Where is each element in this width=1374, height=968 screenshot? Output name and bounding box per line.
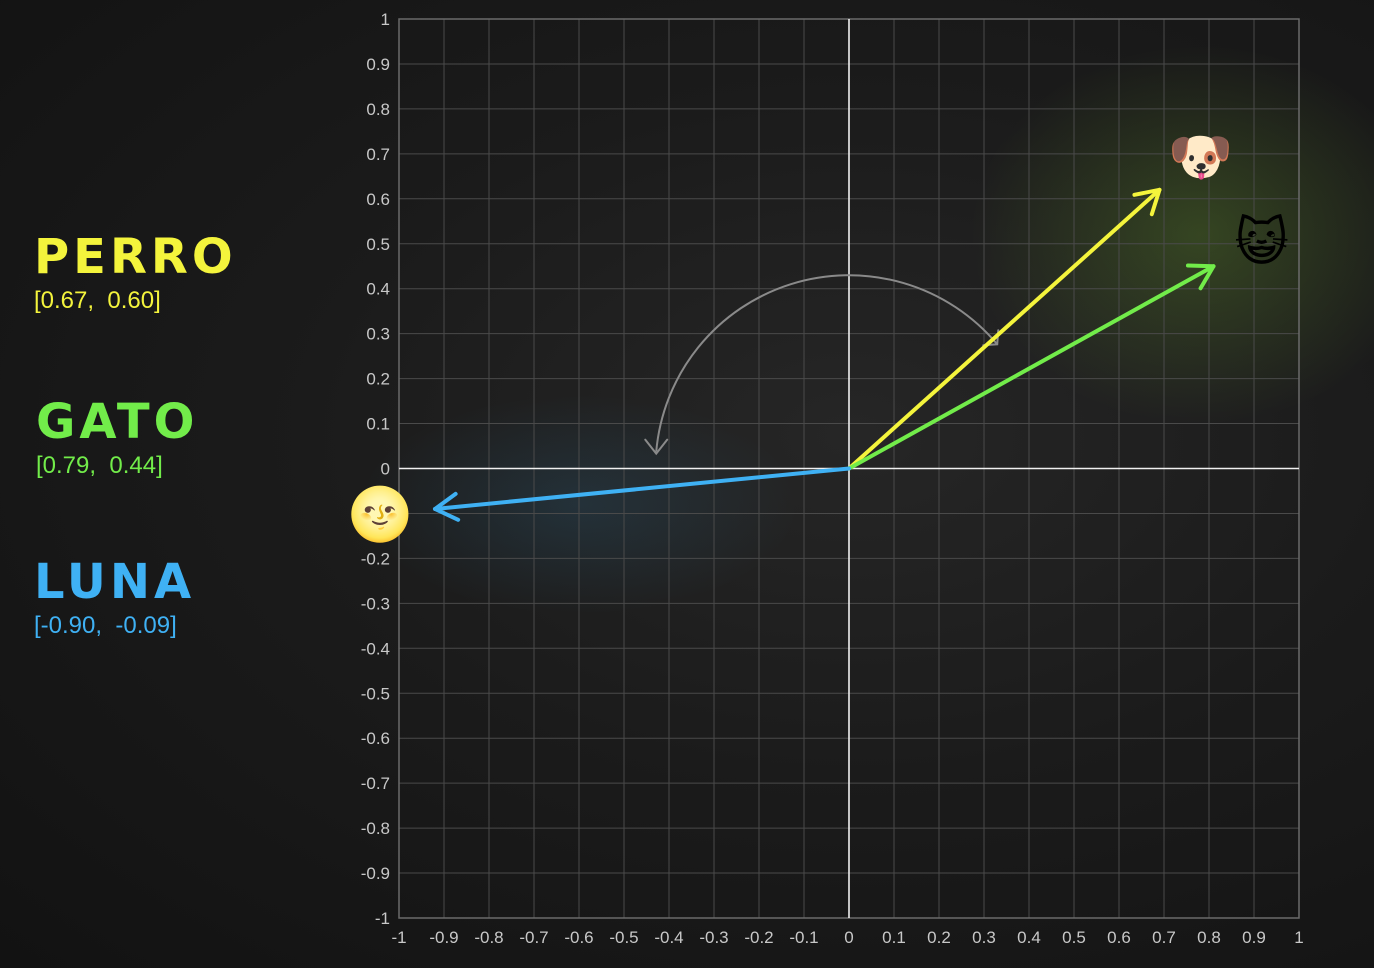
- x-tick-label: 0.2: [927, 928, 951, 947]
- x-tick-label: -0.8: [474, 928, 503, 947]
- cat-face-icon: 😺: [1234, 213, 1288, 273]
- moon-face-icon: 🌝: [348, 484, 413, 545]
- luna-vector: [-0.90, -0.09]: [34, 612, 177, 639]
- dog-face-icon: 🐶: [1168, 127, 1233, 187]
- perro-vector: [0.67, 0.60]: [34, 287, 161, 314]
- y-tick-label: 0.8: [366, 100, 390, 119]
- gato-word: GATO: [36, 394, 199, 450]
- y-tick-label: 0: [381, 460, 390, 479]
- y-tick-label: 0.6: [366, 190, 390, 209]
- x-tick-label: -0.9: [429, 928, 458, 947]
- x-tick-label: -1: [391, 928, 406, 947]
- gato-vector: [0.79, 0.44]: [36, 452, 163, 479]
- x-tick-label: 0: [844, 928, 853, 947]
- luna-word: LUNA: [34, 554, 196, 610]
- x-tick-labels: -1 -0.9 -0.8 -0.7 -0.6 -0.5 -0.4 -0.3 -0.2 -0.1 0 0…: [391, 928, 1303, 947]
- y-tick-label: -0.9: [361, 864, 390, 883]
- y-tick-labels: 1 0.9 0.8 0.7 0.6 0.5 0.4 0.3 0.2 0.1 0 -0.2 -0.3 -0.…: [361, 10, 390, 928]
- x-tick-label: 0.1: [882, 928, 906, 947]
- x-tick-label: -0.7: [519, 928, 548, 947]
- x-tick-label: 0.9: [1242, 928, 1266, 947]
- y-tick-label: 1: [381, 10, 390, 29]
- gato-legend: GATO [0.79, 0.44]: [36, 398, 198, 480]
- vector-icons: 🐶😺 🌝: [348, 127, 1289, 544]
- y-tick-label: 0.5: [366, 235, 390, 254]
- y-tick-label: -0.8: [361, 819, 390, 838]
- y-tick-label: 0.1: [366, 415, 390, 434]
- x-tick-label: -0.4: [654, 928, 683, 947]
- perro-legend: PERRO [0.67, 0.60]: [34, 233, 237, 315]
- perro-word: PERRO: [34, 229, 237, 285]
- x-tick-label: -0.5: [609, 928, 638, 947]
- y-tick-label: 0.4: [366, 280, 390, 299]
- x-tick-label: 0.5: [1062, 928, 1086, 947]
- y-tick-label: 0.3: [366, 325, 390, 344]
- y-tick-label: 0.2: [366, 370, 390, 389]
- x-tick-label: -0.2: [744, 928, 773, 947]
- x-tick-label: 0.7: [1152, 928, 1176, 947]
- x-tick-label: 0.4: [1017, 928, 1041, 947]
- y-tick-label: -0.3: [361, 594, 390, 613]
- luna-arrowhead: [433, 491, 461, 522]
- y-tick-label: 0.7: [366, 145, 390, 164]
- y-tick-label: -0.7: [361, 774, 390, 793]
- y-tick-label: 0.9: [366, 55, 390, 74]
- gato-vector-line: [847, 264, 1216, 471]
- vectors: [433, 187, 1216, 522]
- green-glow: [970, 44, 1374, 425]
- x-tick-label: -0.6: [564, 928, 593, 947]
- x-tick-label: -0.3: [699, 928, 728, 947]
- y-tick-label: -0.6: [361, 729, 390, 748]
- luna-vector-line: [433, 466, 851, 511]
- rotation-arc-path: [655, 274, 998, 452]
- x-tick-label: -0.1: [789, 928, 818, 947]
- perro-arrowhead: [1132, 187, 1162, 217]
- y-tick-label: -0.5: [361, 684, 390, 703]
- perro-vector-line: [847, 187, 1162, 471]
- x-tick-label: 0.8: [1197, 928, 1221, 947]
- x-tick-label: 0.3: [972, 928, 996, 947]
- y-tick-label: -1: [375, 909, 390, 928]
- rotation-arrowhead-end: [644, 438, 669, 456]
- x-tick-label: 1: [1294, 928, 1303, 947]
- y-tick-label: -0.4: [361, 639, 390, 658]
- y-tick-label: -0.2: [361, 549, 390, 568]
- gato-arrowhead: [1185, 263, 1216, 291]
- x-tick-label: 0.6: [1107, 928, 1131, 947]
- luna-legend: LUNA [-0.90, -0.09]: [34, 558, 195, 640]
